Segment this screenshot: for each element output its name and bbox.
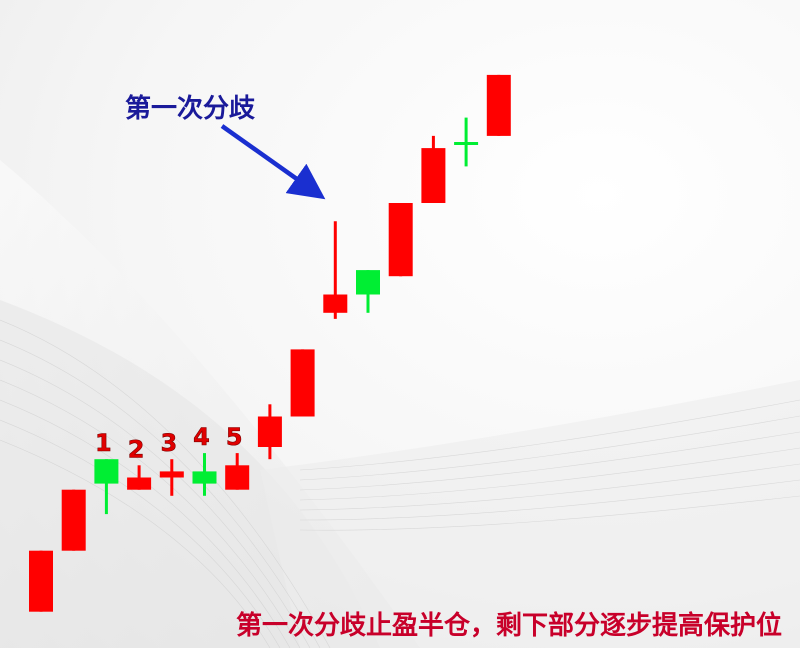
candle-10: [323, 221, 348, 319]
candle-3: [94, 459, 119, 515]
candle-body: [356, 270, 380, 295]
candle-14: [454, 117, 479, 167]
candle-body: [192, 471, 217, 484]
candle-6: [192, 453, 217, 496]
candle-label-2: 2: [128, 435, 145, 463]
candle-15: [486, 74, 511, 136]
candle-8: [257, 404, 282, 460]
candle-label-4: 4: [193, 423, 210, 451]
candle-body: [486, 74, 511, 136]
candle-body: [454, 142, 479, 145]
candle-4: [127, 465, 152, 490]
chart-caption: 第一次分歧止盈半仓，剩下部分逐步提高保护位: [236, 610, 782, 641]
candle-body: [257, 416, 282, 447]
candle-body: [323, 294, 348, 313]
annotation-label: 第一次分歧: [125, 93, 255, 124]
candle-2: [61, 489, 86, 551]
candle-body: [225, 465, 250, 490]
candle-body: [388, 203, 413, 277]
candle-body: [127, 477, 152, 490]
candle-9: [290, 349, 315, 417]
background-decoration: [0, 160, 800, 648]
candle-body: [421, 148, 446, 203]
candle-body: [290, 349, 315, 417]
candle-label-1: 1: [95, 429, 112, 457]
candle-7: [225, 453, 250, 490]
candle-body: [94, 459, 119, 484]
candles-group: [29, 74, 511, 612]
annotation: 第一次分歧: [125, 93, 326, 200]
candle-label-3: 3: [160, 429, 177, 457]
candle-1: [29, 550, 53, 612]
candle-13: [421, 135, 446, 203]
candle-body: [61, 489, 86, 551]
candle-5: [159, 459, 184, 496]
candle-11: [356, 270, 380, 313]
candle-label-5: 5: [226, 423, 243, 451]
candle-body: [29, 550, 53, 612]
annotation-arrow: [220, 124, 326, 200]
candle-12: [388, 203, 413, 277]
candle-body: [159, 471, 184, 478]
